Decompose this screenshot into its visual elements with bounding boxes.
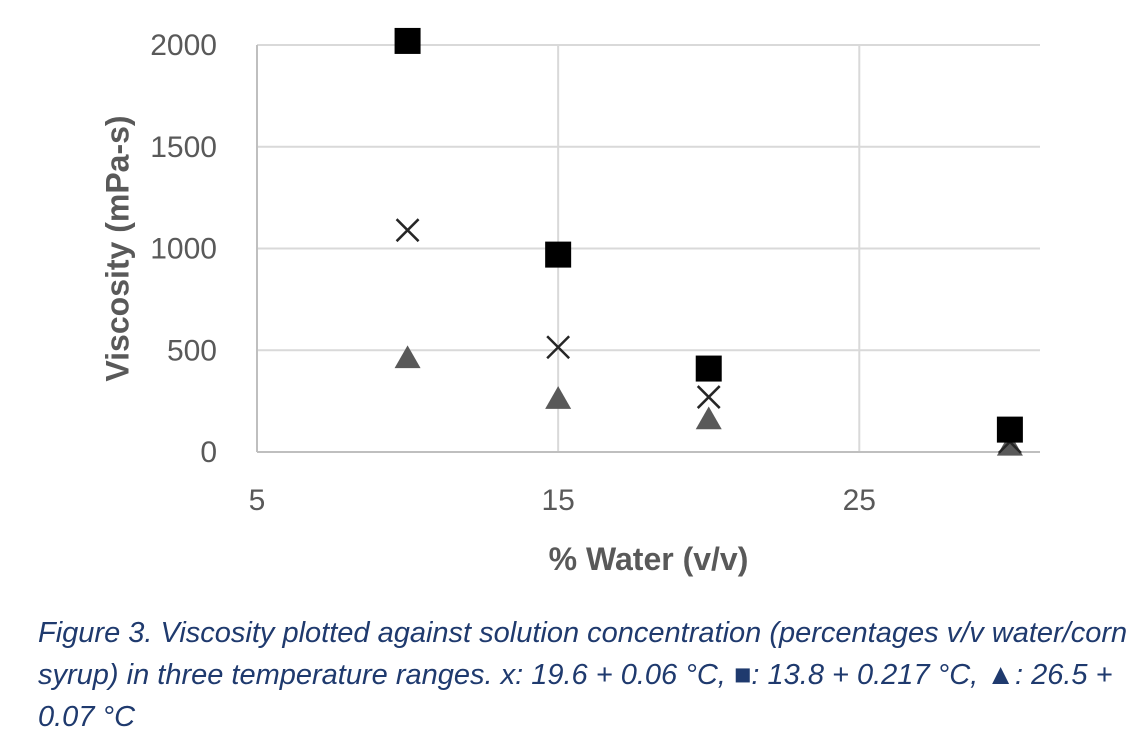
- y-axis-title: Viscosity (mPa-s): [99, 115, 135, 381]
- y-tick-label: 0: [200, 436, 217, 469]
- triangle-marker: [695, 406, 722, 430]
- y-tick-label: 500: [167, 334, 217, 367]
- y-tick-label: 1000: [150, 233, 217, 266]
- scatter-chart: 0 500 1000 1500 2000 5 15 25 % Water (v/v) Visc…: [99, 27, 1040, 577]
- triangle-marker: [545, 386, 572, 409]
- x-marker-stroke: [696, 385, 721, 409]
- x-marker: [696, 385, 721, 409]
- square-marker: [695, 355, 722, 382]
- gridlines: [257, 44, 1040, 452]
- x-axis-title: % Water (v/v): [549, 541, 749, 577]
- tick-labels: 0 500 1000 1500 2000 5 15 25: [150, 29, 876, 517]
- data-points: [394, 27, 1023, 456]
- y-tick-label: 1500: [150, 131, 217, 164]
- triangle-marker: [394, 345, 421, 369]
- x-marker-stroke: [546, 335, 571, 360]
- axes: [256, 45, 1040, 453]
- square-marker: [545, 241, 572, 268]
- y-tick-label: 2000: [150, 29, 217, 62]
- chart-container: 0 500 1000 1500 2000 5 15 25 % Water (v/v) Visc…: [99, 27, 1040, 577]
- x-marker: [546, 335, 571, 360]
- x-marker-stroke: [395, 218, 420, 243]
- square-marker: [996, 416, 1023, 443]
- x-tick-label: 5: [249, 484, 266, 517]
- figure-caption: Figure 3. Viscosity plotted against solu…: [38, 617, 1128, 733]
- square-marker: [394, 27, 421, 54]
- x-marker: [395, 218, 420, 243]
- x-tick-label: 25: [843, 484, 876, 517]
- x-tick-label: 15: [541, 484, 574, 517]
